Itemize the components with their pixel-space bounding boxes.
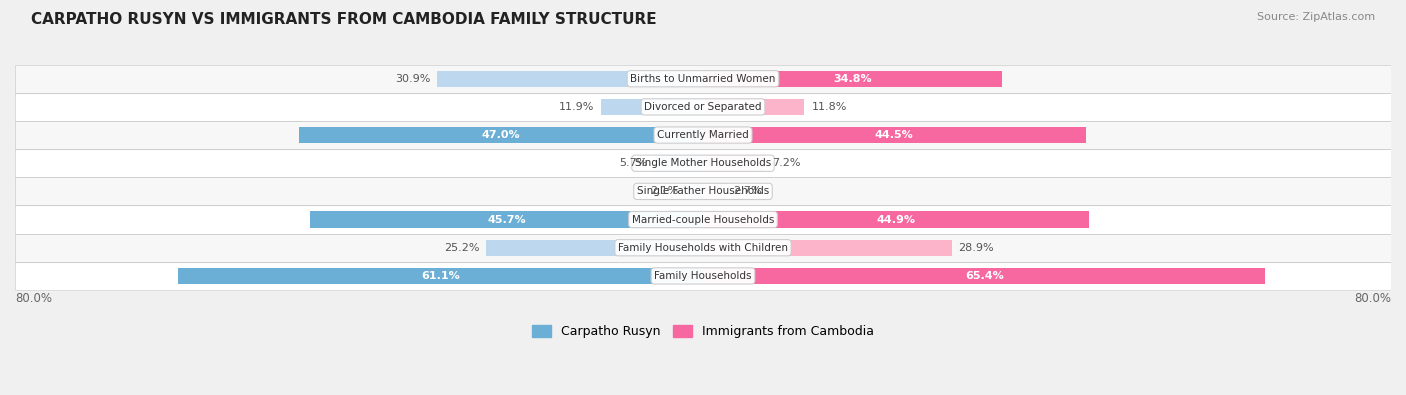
- Bar: [177, 268, 703, 284]
- Bar: [15, 262, 1391, 290]
- Bar: [486, 240, 703, 256]
- Bar: [15, 149, 1391, 177]
- Bar: [15, 234, 1391, 262]
- Text: Births to Unmarried Women: Births to Unmarried Women: [630, 74, 776, 84]
- Bar: [15, 205, 1391, 234]
- Text: 2.7%: 2.7%: [733, 186, 762, 196]
- Bar: [309, 211, 703, 228]
- Bar: [703, 268, 1265, 284]
- Text: Source: ZipAtlas.com: Source: ZipAtlas.com: [1257, 12, 1375, 22]
- Text: Currently Married: Currently Married: [657, 130, 749, 140]
- Bar: [15, 177, 1391, 205]
- Text: 11.9%: 11.9%: [558, 102, 593, 112]
- Bar: [15, 93, 1391, 121]
- Text: 61.1%: 61.1%: [420, 271, 460, 281]
- Bar: [437, 71, 703, 87]
- Text: Divorced or Separated: Divorced or Separated: [644, 102, 762, 112]
- Text: 11.8%: 11.8%: [811, 102, 846, 112]
- Bar: [654, 155, 703, 171]
- Text: 34.8%: 34.8%: [834, 74, 872, 84]
- Bar: [703, 127, 1085, 143]
- Text: Married-couple Households: Married-couple Households: [631, 214, 775, 225]
- Bar: [15, 177, 1391, 205]
- Legend: Carpatho Rusyn, Immigrants from Cambodia: Carpatho Rusyn, Immigrants from Cambodia: [527, 320, 879, 343]
- Text: 44.9%: 44.9%: [876, 214, 915, 225]
- Text: 45.7%: 45.7%: [486, 214, 526, 225]
- Text: 80.0%: 80.0%: [1354, 292, 1391, 305]
- Bar: [15, 93, 1391, 121]
- Text: Single Father Households: Single Father Households: [637, 186, 769, 196]
- Text: Single Mother Households: Single Mother Households: [636, 158, 770, 168]
- Bar: [15, 262, 1391, 290]
- Text: 28.9%: 28.9%: [959, 243, 994, 253]
- Bar: [600, 99, 703, 115]
- Bar: [15, 205, 1391, 234]
- Text: 7.2%: 7.2%: [772, 158, 800, 168]
- Text: 44.5%: 44.5%: [875, 130, 914, 140]
- Bar: [703, 183, 727, 199]
- Bar: [15, 121, 1391, 149]
- Bar: [703, 240, 952, 256]
- Text: 25.2%: 25.2%: [444, 243, 479, 253]
- Bar: [15, 65, 1391, 93]
- Bar: [15, 65, 1391, 93]
- Text: 80.0%: 80.0%: [15, 292, 52, 305]
- Bar: [703, 71, 1002, 87]
- Text: 65.4%: 65.4%: [965, 271, 1004, 281]
- Text: 30.9%: 30.9%: [395, 74, 430, 84]
- Bar: [703, 211, 1090, 228]
- Bar: [15, 149, 1391, 177]
- Bar: [685, 183, 703, 199]
- Text: 5.7%: 5.7%: [619, 158, 647, 168]
- Bar: [299, 127, 703, 143]
- Bar: [15, 121, 1391, 149]
- Text: Family Households: Family Households: [654, 271, 752, 281]
- Bar: [703, 155, 765, 171]
- Text: CARPATHO RUSYN VS IMMIGRANTS FROM CAMBODIA FAMILY STRUCTURE: CARPATHO RUSYN VS IMMIGRANTS FROM CAMBOD…: [31, 12, 657, 27]
- Text: 2.1%: 2.1%: [650, 186, 678, 196]
- Text: Family Households with Children: Family Households with Children: [619, 243, 787, 253]
- Bar: [15, 234, 1391, 262]
- Bar: [703, 99, 804, 115]
- Text: 47.0%: 47.0%: [482, 130, 520, 140]
